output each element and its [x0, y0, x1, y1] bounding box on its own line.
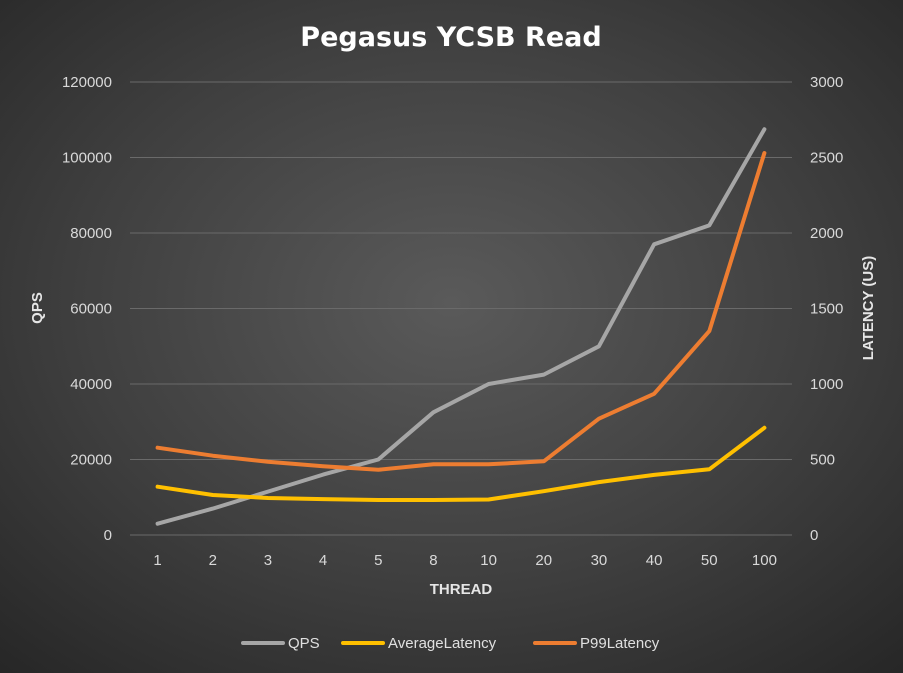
right-axis-title: LATENCY (US) [860, 256, 877, 360]
left-tick-label: 40000 [70, 376, 112, 393]
gridlines [130, 81, 792, 536]
x-tick-label: 2 [209, 552, 217, 569]
right-tick-label: 2000 [810, 225, 843, 242]
right-tick-label: 1000 [810, 376, 843, 393]
series-line-qps [155, 127, 767, 526]
x-axis-ticks: 1 2 3 4 5 8 10 20 30 40 50 100 [153, 552, 777, 569]
series-line-averagelatency [155, 425, 767, 502]
left-tick-label: 0 [104, 527, 112, 544]
x-tick-label: 40 [646, 552, 663, 569]
x-tick-label: 5 [374, 552, 382, 569]
chart-title: Pegasus YCSB Read [300, 22, 601, 53]
x-tick-label: 20 [535, 552, 552, 569]
x-axis-title: THREAD [430, 581, 493, 598]
series-line-p99latency [155, 151, 767, 472]
x-tick-label: 8 [429, 552, 437, 569]
x-tick-label: 100 [752, 552, 777, 569]
x-tick-label: 3 [264, 552, 272, 569]
right-tick-label: 2500 [810, 150, 843, 167]
x-tick-label: 4 [319, 552, 327, 569]
left-axis-ticks: 0 20000 40000 60000 80000 100000 120000 [62, 74, 112, 544]
legend-label: AverageLatency [388, 635, 497, 652]
left-tick-label: 100000 [62, 150, 112, 167]
left-tick-label: 80000 [70, 225, 112, 242]
right-tick-label: 0 [810, 527, 818, 544]
legend: QPS AverageLatency P99Latency [241, 635, 660, 652]
right-axis-ticks: 0 500 1000 1500 2000 2500 3000 [810, 74, 843, 544]
right-tick-label: 500 [810, 452, 835, 469]
right-tick-label: 3000 [810, 74, 843, 91]
x-tick-label: 30 [591, 552, 608, 569]
left-tick-label: 20000 [70, 452, 112, 469]
x-tick-label: 10 [480, 552, 497, 569]
left-tick-label: 60000 [70, 301, 112, 318]
x-tick-label: 1 [153, 552, 161, 569]
legend-label: QPS [288, 635, 320, 652]
left-tick-label: 120000 [62, 74, 112, 91]
left-axis-title: QPS [29, 292, 46, 324]
legend-label: P99Latency [580, 635, 660, 652]
series-lines [155, 127, 767, 526]
right-tick-label: 1500 [810, 301, 843, 318]
x-tick-label: 50 [701, 552, 718, 569]
